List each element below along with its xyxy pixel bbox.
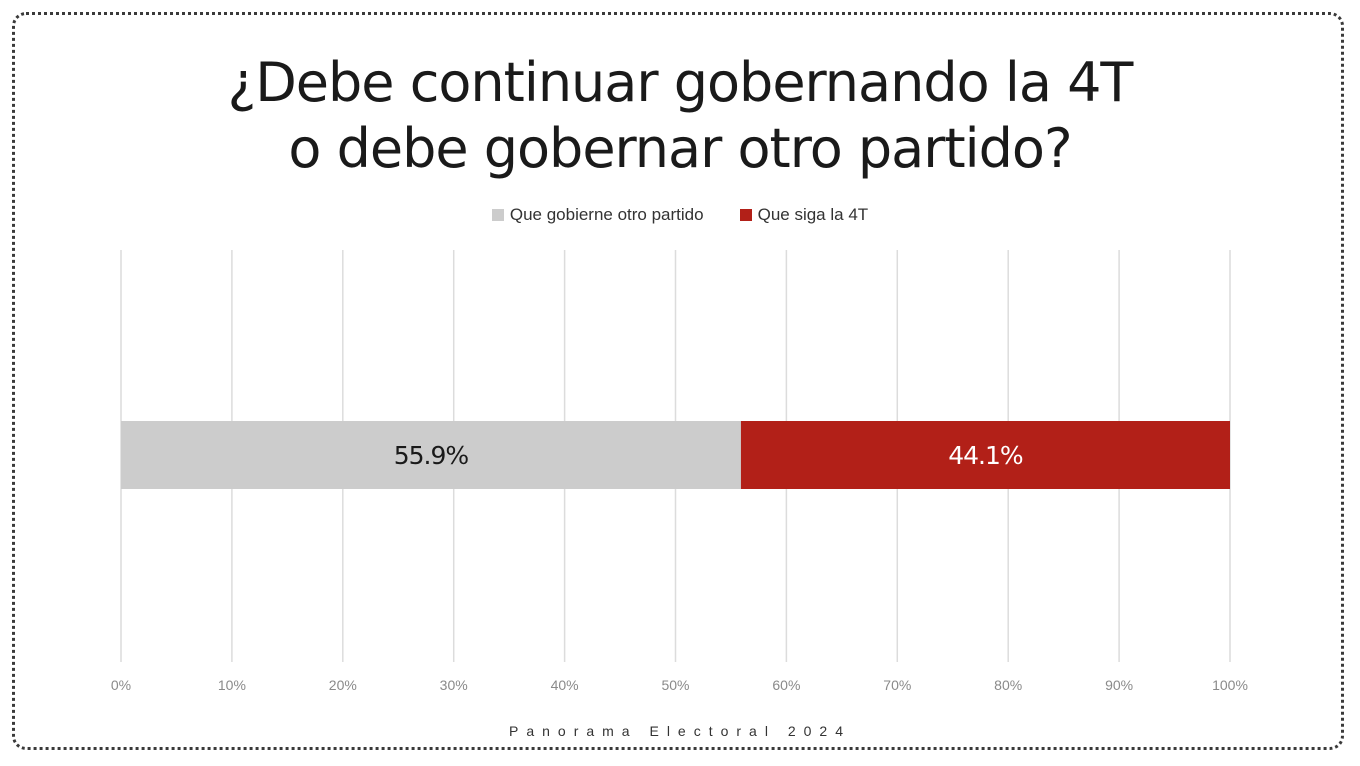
data-label-otro-partido: 55.9%: [394, 441, 469, 470]
bar-segment-siga-4t: [740, 421, 1230, 489]
chart-frame: [12, 12, 1344, 750]
x-tick-label: 100%: [1212, 677, 1248, 693]
legend-swatch-4t: [739, 209, 752, 221]
legend-swatch-otro-partido: [491, 209, 504, 221]
x-tick-label: 20%: [329, 677, 357, 693]
bar-segment-otro-partido: [121, 421, 741, 489]
x-tick-label: 60%: [772, 677, 800, 693]
legend: Que gobierne otro partido Que siga la 4T: [0, 205, 1360, 225]
footer-source: Panorama Electoral 2024: [509, 723, 851, 739]
legend-item-otro-partido: Que gobierne otro partido: [491, 205, 704, 225]
title-line-2: o debe gobernar otro partido?: [288, 117, 1072, 180]
legend-item-4t: Que siga la 4T: [739, 205, 869, 225]
x-tick-labels: 0% 10% 20% 30% 40% 50% 60% 70% 80% 90% 100%: [111, 677, 1248, 693]
x-tick-label: 40%: [551, 677, 579, 693]
x-tick-label: 70%: [883, 677, 911, 693]
legend-label-4t: Que siga la 4T: [757, 205, 869, 224]
x-tick-label: 90%: [1105, 677, 1133, 693]
data-label-siga-4t: 44.1%: [948, 441, 1023, 470]
x-tick-label: 50%: [661, 677, 689, 693]
x-tick-label: 10%: [218, 677, 246, 693]
x-tick-label: 80%: [994, 677, 1022, 693]
chart-title: ¿Debe continuar gobernando la 4T o debe …: [0, 50, 1360, 182]
x-tick-label: 0%: [111, 677, 131, 693]
title-line-1: ¿Debe continuar gobernando la 4T: [227, 51, 1134, 114]
x-tick-label: 30%: [440, 677, 468, 693]
bars: 55.9% 44.1%: [121, 421, 1230, 489]
legend-label-otro-partido: Que gobierne otro partido: [509, 205, 704, 224]
